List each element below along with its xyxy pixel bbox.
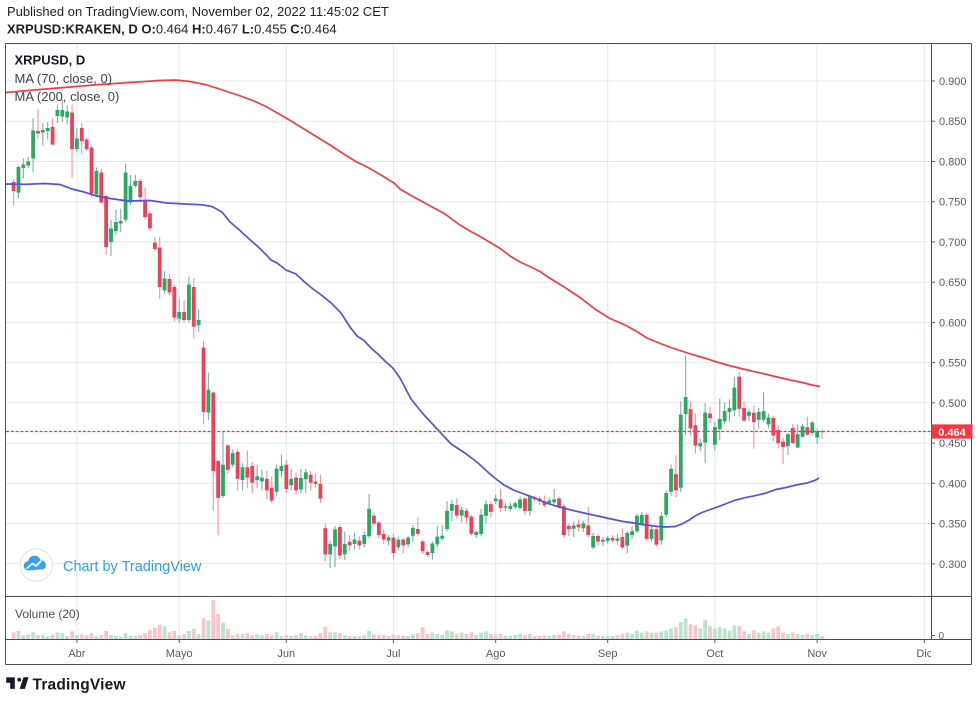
svg-text:Dic: Dic xyxy=(916,648,932,660)
svg-text:0.350: 0.350 xyxy=(939,519,967,531)
svg-text:XRPUSD:KRAKEN, D O:0.464 H:0.: XRPUSD:KRAKEN, D O:0.464 H:0.467 L:0.455… xyxy=(7,22,337,37)
svg-text:Mayo: Mayo xyxy=(166,648,193,660)
svg-text:0.900: 0.900 xyxy=(939,76,967,88)
svg-text:Ago: Ago xyxy=(486,648,506,660)
svg-text:0.850: 0.850 xyxy=(939,116,967,128)
svg-text:Oct: Oct xyxy=(706,648,723,660)
svg-text:Jun: Jun xyxy=(277,648,295,660)
svg-text:0.300: 0.300 xyxy=(939,559,967,571)
svg-text:MA (200, close, 0): MA (200, close, 0) xyxy=(15,89,120,104)
svg-text:Published on TradingView.com,: Published on TradingView.com, November 0… xyxy=(7,4,389,19)
svg-text:TradingView: TradingView xyxy=(33,677,127,694)
svg-text:Jul: Jul xyxy=(386,648,400,660)
svg-text:0.400: 0.400 xyxy=(939,478,967,490)
svg-text:Abr: Abr xyxy=(68,648,85,660)
svg-text:MA (70, close, 0): MA (70, close, 0) xyxy=(15,71,113,86)
svg-text:0.450: 0.450 xyxy=(939,438,967,450)
svg-text:0.500: 0.500 xyxy=(939,398,967,410)
svg-text:XRPUSD, D: XRPUSD, D xyxy=(15,53,86,68)
svg-text:0.800: 0.800 xyxy=(939,157,967,169)
svg-text:Volume (20): Volume (20) xyxy=(15,607,80,621)
svg-text:0.550: 0.550 xyxy=(939,358,967,370)
svg-text:Nov: Nov xyxy=(807,648,827,660)
svg-text:Sep: Sep xyxy=(598,648,618,660)
svg-text:0: 0 xyxy=(939,631,945,642)
svg-text:0.464: 0.464 xyxy=(938,427,966,439)
svg-text:0.750: 0.750 xyxy=(939,197,967,209)
svg-text:0.600: 0.600 xyxy=(939,317,967,329)
svg-text:0.650: 0.650 xyxy=(939,277,967,289)
svg-text:0.700: 0.700 xyxy=(939,237,967,249)
svg-text:Chart by TradingView: Chart by TradingView xyxy=(63,559,202,575)
